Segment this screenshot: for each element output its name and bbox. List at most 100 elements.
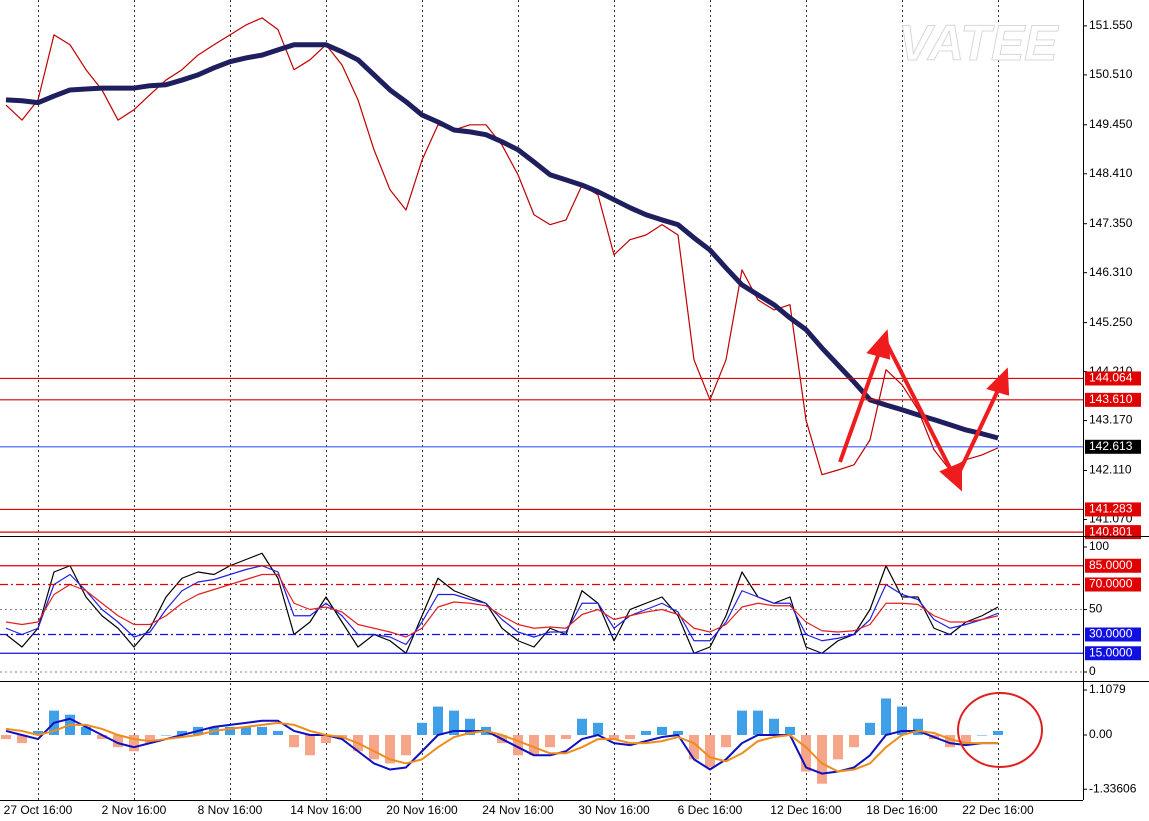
histogram-bar bbox=[737, 710, 747, 736]
histogram-bar bbox=[689, 735, 699, 760]
x-tick-label: 6 Dec 16:00 bbox=[678, 803, 743, 817]
y-tick-label: 142.110 bbox=[1089, 463, 1132, 477]
histogram-bar bbox=[97, 735, 107, 740]
histogram-bar bbox=[401, 735, 411, 756]
level-label: 140.801 bbox=[1089, 524, 1133, 538]
histogram-bar bbox=[625, 735, 635, 740]
histogram-bar bbox=[433, 706, 443, 736]
series-line bbox=[5, 552, 999, 654]
series-line bbox=[5, 42, 999, 441]
histogram-bar bbox=[81, 726, 91, 736]
arrow bbox=[956, 387, 1001, 476]
x-tick-label: 27 Oct 16:00 bbox=[4, 803, 73, 817]
histogram-bar bbox=[161, 735, 171, 736]
x-tick-label: 20 Nov 16:00 bbox=[386, 803, 458, 817]
histogram-bar bbox=[961, 735, 971, 744]
x-tick-label: 8 Nov 16:00 bbox=[198, 803, 263, 817]
histogram-bar bbox=[369, 735, 379, 760]
series-line bbox=[5, 721, 998, 773]
x-tick-label: 2 Nov 16:00 bbox=[102, 803, 167, 817]
histogram-bar bbox=[977, 735, 987, 736]
level-label-box bbox=[1085, 558, 1141, 573]
histogram-bar bbox=[801, 735, 811, 772]
histogram-bar bbox=[417, 722, 427, 736]
histogram-bar bbox=[881, 698, 891, 736]
watermark: VATEE bbox=[898, 15, 1059, 71]
histogram-bar bbox=[129, 735, 139, 752]
level-label-box bbox=[1085, 371, 1141, 386]
histogram-bar bbox=[913, 718, 923, 736]
histogram-bar bbox=[641, 730, 651, 736]
histogram-bar bbox=[721, 735, 731, 748]
histogram-bar bbox=[593, 722, 603, 736]
histogram-bar bbox=[545, 735, 555, 748]
histogram-bar bbox=[273, 730, 283, 736]
level-label: 144.064 bbox=[1089, 371, 1133, 385]
level-label-box bbox=[1085, 392, 1141, 407]
y-tick-label: 147.350 bbox=[1089, 216, 1133, 230]
histogram-bar bbox=[1, 735, 11, 740]
histogram-bar bbox=[817, 735, 827, 784]
y-tick-label: 1.1079 bbox=[1089, 682, 1126, 696]
frame bbox=[0, 0, 1149, 801]
y-tick-label: 151.550 bbox=[1089, 18, 1133, 32]
series-line bbox=[5, 565, 999, 646]
histogram-bar bbox=[177, 730, 187, 736]
histogram-bar bbox=[241, 726, 251, 736]
highlight-circle bbox=[957, 692, 1043, 768]
level-label: 143.610 bbox=[1089, 392, 1133, 406]
histogram-bar bbox=[449, 710, 459, 736]
histogram-bar bbox=[753, 710, 763, 736]
arrow-head bbox=[986, 367, 1010, 396]
histogram-bar bbox=[609, 735, 619, 740]
histogram-bar bbox=[33, 730, 43, 736]
histogram-bar bbox=[833, 735, 843, 760]
level-label-box bbox=[1085, 439, 1141, 454]
series-line bbox=[5, 17, 999, 476]
y-tick-label: 145.250 bbox=[1089, 315, 1133, 329]
y-tick-label: 146.310 bbox=[1089, 265, 1133, 279]
y-tick-label: 50 bbox=[1089, 602, 1103, 616]
histogram-bar bbox=[945, 735, 955, 748]
x-tick-label: 14 Nov 16:00 bbox=[290, 803, 362, 817]
level-label: 142.613 bbox=[1089, 439, 1133, 453]
x-tick-label: 22 Dec 16:00 bbox=[962, 803, 1034, 817]
histogram-bar bbox=[513, 735, 523, 756]
y-tick-label: 148.410 bbox=[1089, 166, 1133, 180]
x-tick-label: 24 Nov 16:00 bbox=[482, 803, 554, 817]
histogram-bar bbox=[465, 718, 475, 736]
histogram-bar bbox=[17, 735, 27, 744]
histogram-bar bbox=[993, 730, 1003, 736]
histogram-bar bbox=[385, 735, 395, 764]
histogram-bar bbox=[785, 726, 795, 736]
level-label: 70.0000 bbox=[1089, 577, 1133, 591]
y-tick-label: 150.510 bbox=[1089, 67, 1133, 81]
arrow bbox=[883, 339, 954, 473]
y-tick-label: 100 bbox=[1089, 539, 1109, 553]
level-label-box bbox=[1085, 525, 1141, 540]
annotation-arrows bbox=[838, 329, 1010, 492]
histogram-bar bbox=[529, 735, 539, 756]
arrow-head bbox=[939, 462, 962, 492]
histogram-bar bbox=[561, 735, 571, 740]
histogram-bar bbox=[289, 735, 299, 748]
level-label: 141.283 bbox=[1089, 502, 1133, 516]
histogram-bar bbox=[577, 718, 587, 736]
histogram-bar bbox=[305, 735, 315, 756]
histogram-bar bbox=[321, 735, 331, 744]
histogram-bar bbox=[705, 735, 715, 768]
x-tick-label: 30 Nov 16:00 bbox=[578, 803, 650, 817]
histogram-bar bbox=[897, 706, 907, 736]
level-label-box bbox=[1085, 646, 1141, 661]
y-tick-label: 149.450 bbox=[1089, 117, 1133, 131]
level-label-box bbox=[1085, 502, 1141, 517]
y-tick-label: -1.33606 bbox=[1089, 781, 1137, 795]
histogram-bar bbox=[113, 735, 123, 748]
histogram-bar bbox=[225, 726, 235, 736]
histogram-bar bbox=[849, 735, 859, 748]
series-line bbox=[5, 573, 999, 638]
level-label: 85.0000 bbox=[1089, 558, 1133, 572]
